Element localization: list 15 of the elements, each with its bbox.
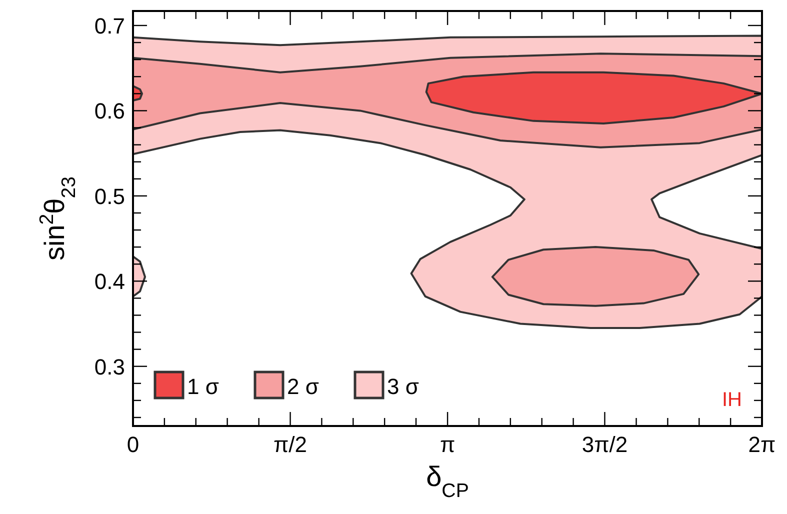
y-tick-label: 0.5 (94, 184, 125, 209)
legend-label: 1 σ (187, 374, 220, 399)
y-tick-label: 0.7 (94, 13, 125, 38)
x-tick-label: 3π/2 (582, 432, 628, 457)
y-tick-label: 0.6 (94, 98, 125, 124)
y-tick-label: 0.4 (94, 269, 125, 294)
x-tick-label: π/2 (274, 432, 308, 457)
x-tick-label: 2π (748, 432, 776, 457)
legend-label: 2 σ (287, 374, 320, 399)
x-axis-title: δ$_{CP}$ (426, 461, 469, 502)
legend-label: 3 σ (387, 374, 420, 399)
x-tick-label: 0 (126, 432, 140, 457)
annotation: IH (722, 389, 742, 411)
x-tick-label: π (440, 432, 456, 457)
y-tick-label: 0.3 (94, 354, 125, 380)
